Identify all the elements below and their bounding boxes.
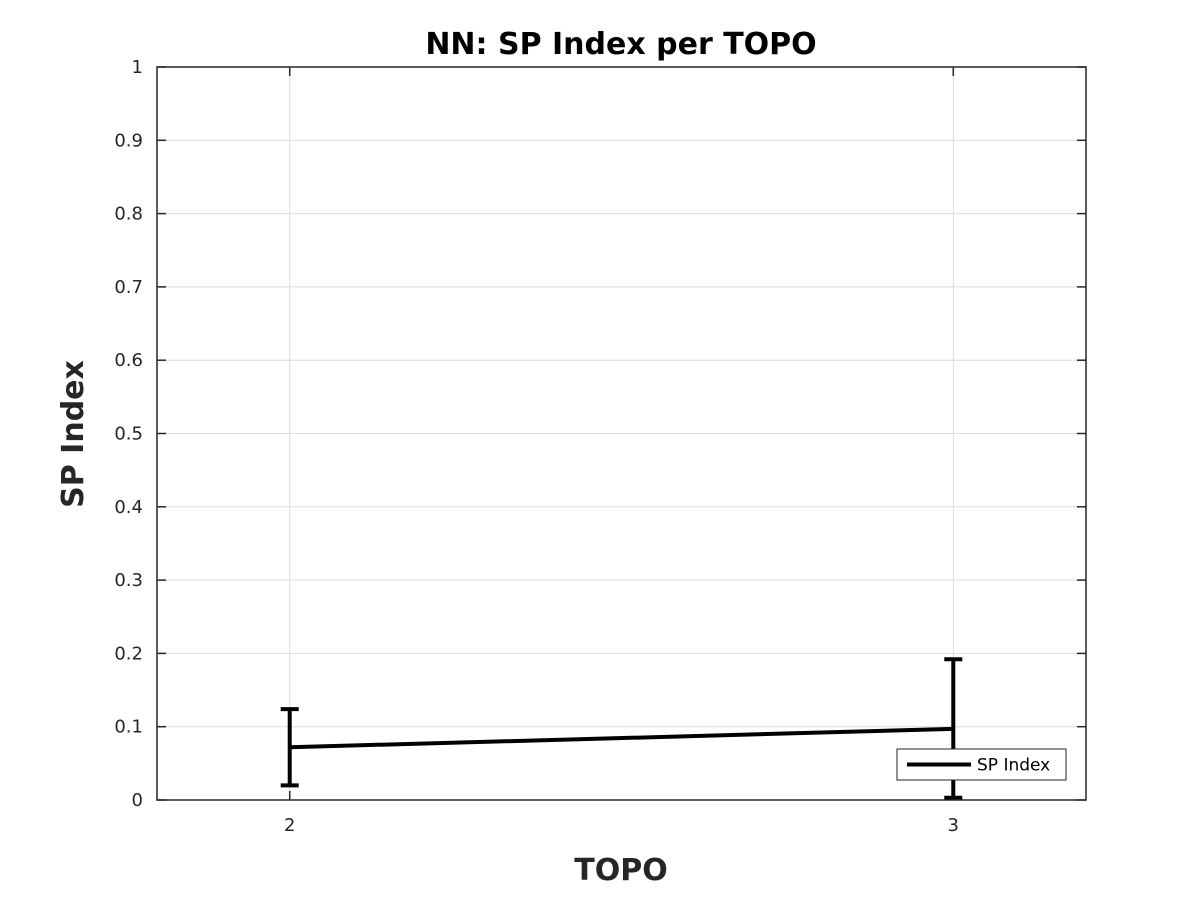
tick-layer: 0 0.1 0.2 0.3 0.4 0.5 0.6 0.7 0.8 0.9 1 2 3 — [114, 57, 1086, 836]
y-tick-label: 0.8 — [114, 204, 143, 225]
x-tick-label: 3 — [948, 815, 959, 836]
series-line — [290, 729, 954, 747]
x-tick-label: 2 — [284, 815, 295, 836]
y-tick-label: 0 — [132, 790, 143, 811]
grid-layer — [157, 67, 1086, 800]
y-tick-label: 0.5 — [114, 424, 143, 445]
x-axis-title: TOPO — [574, 853, 667, 888]
data-layer — [281, 659, 963, 798]
y-tick-label: 0.4 — [114, 497, 143, 518]
y-tick-label: 0.1 — [114, 717, 143, 738]
y-tick-label: 1 — [132, 57, 143, 78]
legend-label: SP Index — [977, 756, 1050, 776]
y-tick-label: 0.6 — [114, 350, 143, 371]
y-axis-title: SP Index — [56, 360, 91, 508]
y-tick-label: 0.7 — [114, 277, 143, 298]
y-tick-label: 0.3 — [114, 570, 143, 591]
chart-title: NN: SP Index per TOPO — [425, 27, 816, 62]
y-tick-label: 0.2 — [114, 643, 143, 664]
legend[interactable]: SP Index — [897, 749, 1066, 780]
y-tick-label: 0.9 — [114, 130, 143, 151]
